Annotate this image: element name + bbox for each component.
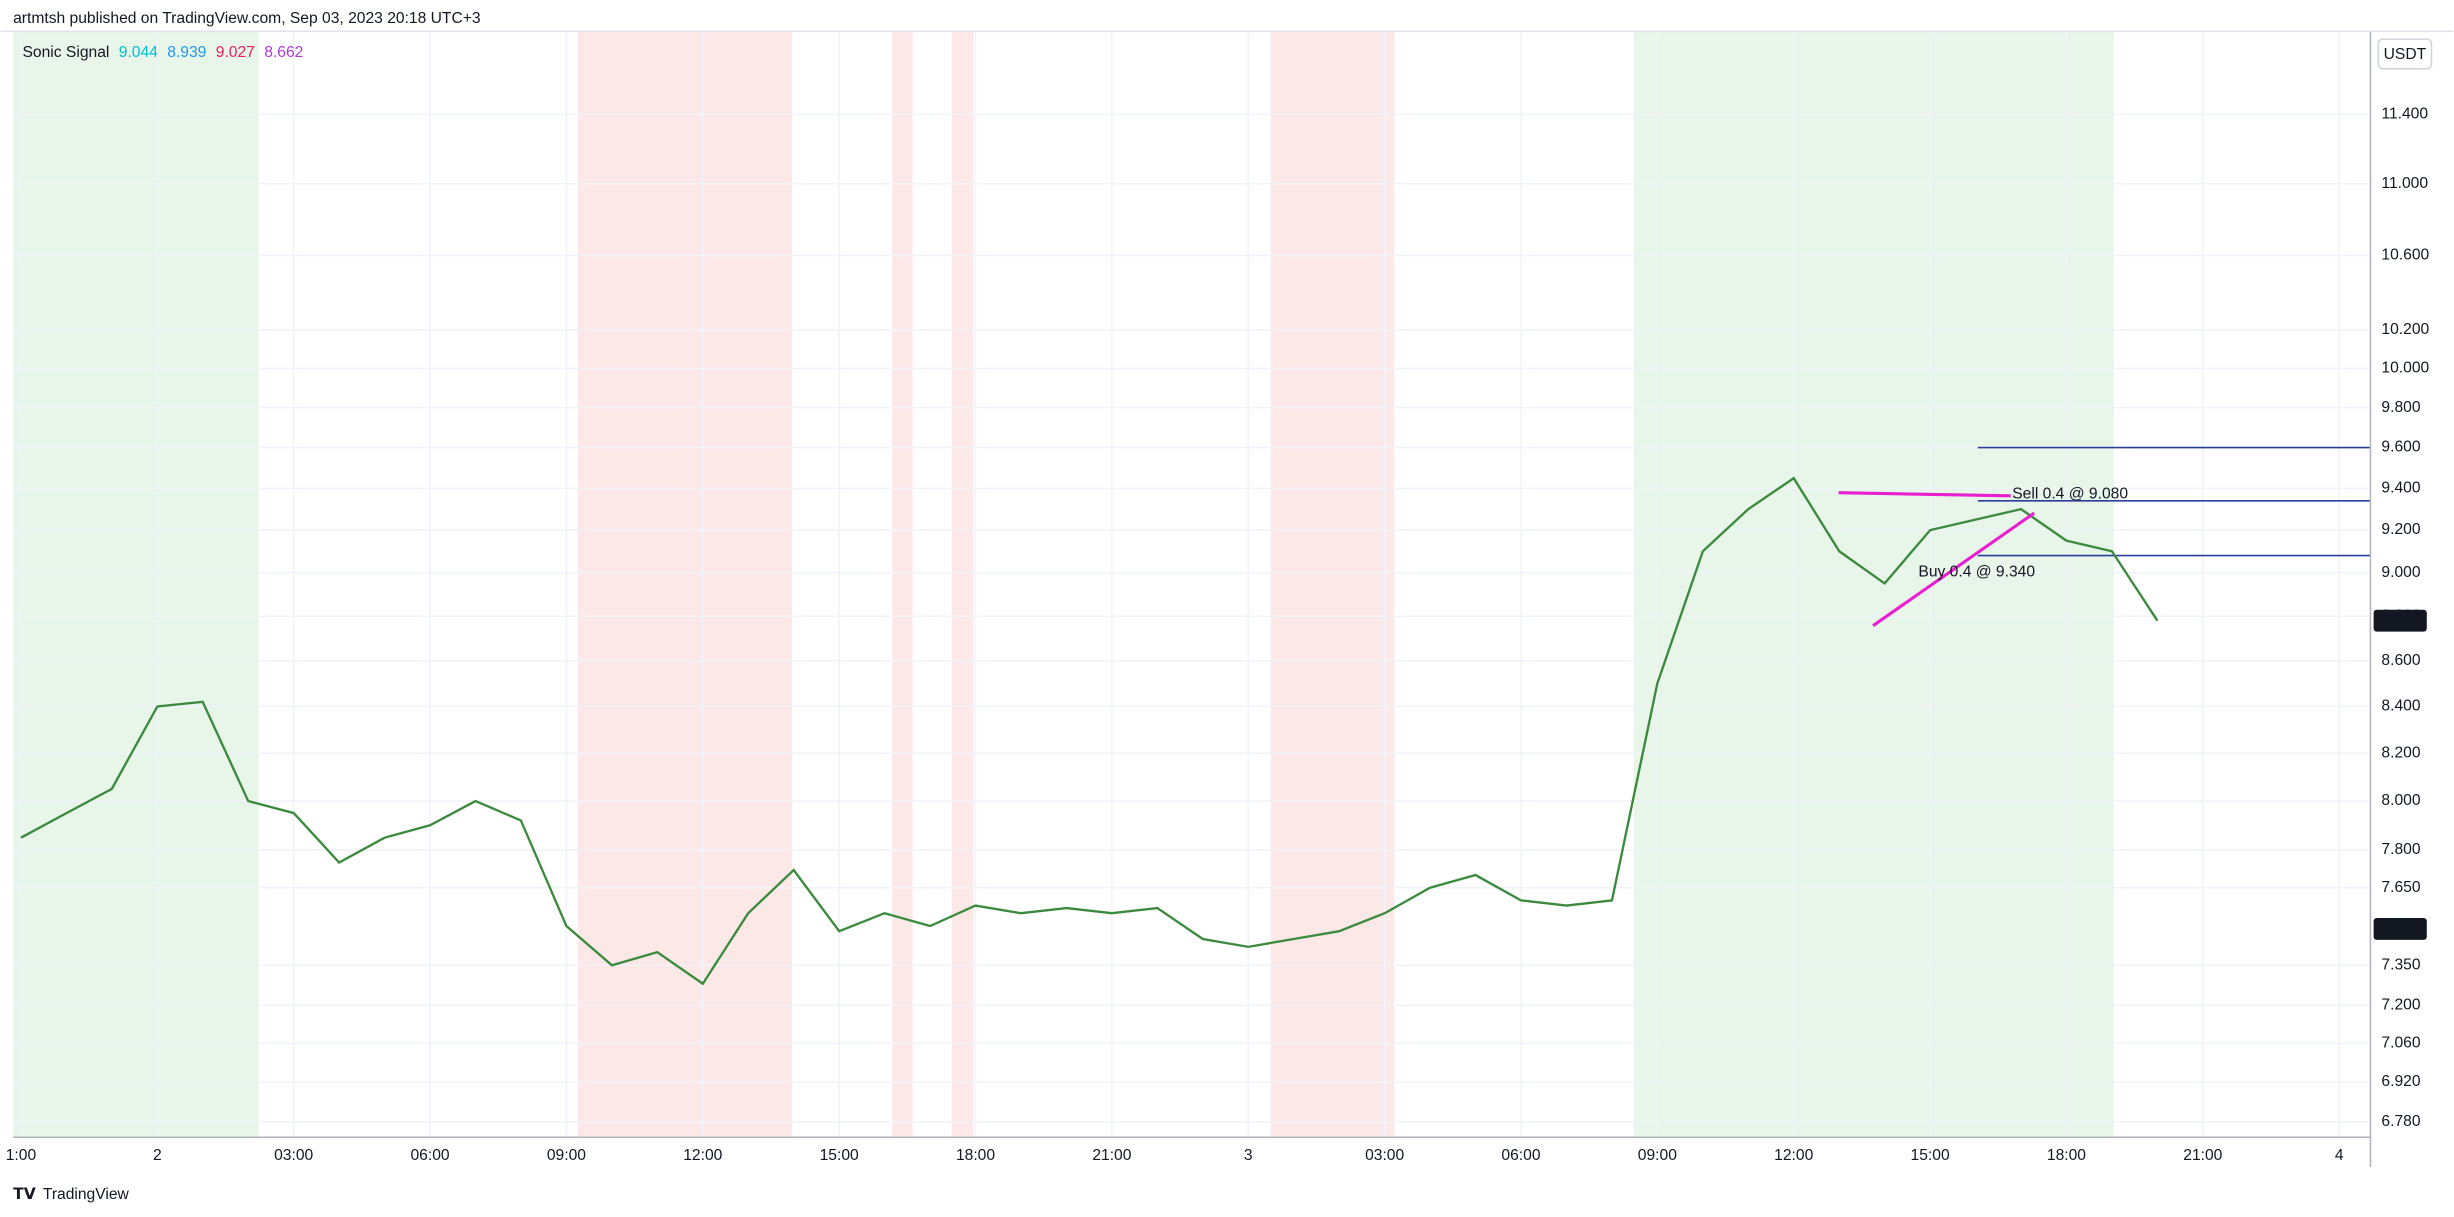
y-tick-label: 7.650 <box>2381 879 2420 896</box>
footer: TradingView <box>43 1186 130 1203</box>
session-bands <box>13 31 2114 1138</box>
legend-value: 8.939 <box>167 44 206 61</box>
x-tick-label: 09:00 <box>1638 1147 1677 1164</box>
currency: USDT <box>2384 46 2427 63</box>
annotation: Buy 0.4 @ 9.340 <box>1918 564 2035 581</box>
logo: 𝗧𝗩 <box>13 1186 37 1203</box>
x-tick-label: 3 <box>1244 1147 1253 1164</box>
band <box>577 31 793 1138</box>
annotation: Sell 0.4 @ 9.080 <box>2012 485 2128 502</box>
y-tick-label: 6.780 <box>2381 1113 2420 1130</box>
x-tick-label: 12:00 <box>683 1147 722 1164</box>
y-tick-label: 11.000 <box>2381 175 2428 192</box>
countdown-box <box>2373 609 2427 632</box>
grid <box>13 31 2371 1138</box>
y-tick-label: 9.400 <box>2381 480 2420 497</box>
x-tick-label: 2 <box>153 1147 162 1164</box>
currency-box <box>2377 38 2433 70</box>
y-tick-label: 11.400 <box>2381 106 2428 123</box>
x-tick-label: 21:00 <box>1092 1147 1131 1164</box>
legend-value: 8.662 <box>264 44 303 61</box>
y-tick-label: 9.600 <box>2381 439 2420 456</box>
x-tick-label: 15:00 <box>1911 1147 1950 1164</box>
legend: Sonic Signal 9.044 8.939 9.027 8.662 <box>23 44 304 61</box>
x-tick-label: 18:00 <box>956 1147 995 1164</box>
x-tick-label: 4 <box>2335 1147 2344 1164</box>
x-tick-label: 21:00 <box>2183 1147 2222 1164</box>
price-line <box>20 476 2159 986</box>
y-tick-label: 7.200 <box>2381 996 2420 1013</box>
legend-value: 9.027 <box>216 44 255 61</box>
x-tick-label: 03:00 <box>1365 1147 1404 1164</box>
y-tick-label: 9.000 <box>2381 564 2420 581</box>
x-tick-label: 06:00 <box>1501 1147 1540 1164</box>
y-tick-label: 8.000 <box>2381 792 2420 809</box>
trend-line <box>1872 511 2036 627</box>
price-label-box <box>2373 917 2427 940</box>
x-tick-label: 18:00 <box>2047 1147 2086 1164</box>
y-tick-label: 7.800 <box>2381 841 2420 858</box>
plot <box>20 446 2371 986</box>
legend-title: Sonic Signal <box>23 44 110 61</box>
x-tick-label: 06:00 <box>410 1147 449 1164</box>
band <box>951 31 974 1138</box>
x-tick-label: 15:00 <box>820 1147 859 1164</box>
price-label: 7.489 <box>2381 920 2420 937</box>
y-tick-label: 7.350 <box>2381 956 2420 973</box>
legend-value: 9.044 <box>119 44 158 61</box>
band <box>892 31 913 1138</box>
y-tick-label: 8.400 <box>2381 698 2420 715</box>
y-tick-label: 10.200 <box>2381 321 2429 338</box>
y-tick-label: 9.800 <box>2381 399 2420 416</box>
band <box>1633 31 2114 1138</box>
x-tick-label: 1:00 <box>6 1147 37 1164</box>
y-tick-label: 8.600 <box>2381 652 2420 669</box>
x-tick-label: 09:00 <box>547 1147 586 1164</box>
band <box>13 31 259 1138</box>
y-tick-label: 10.600 <box>2381 247 2429 264</box>
band <box>1270 31 1395 1138</box>
y-tick-label: 6.920 <box>2381 1073 2420 1090</box>
y-tick-label: 7.060 <box>2381 1034 2420 1051</box>
x-tick-label: 12:00 <box>1774 1147 1813 1164</box>
header: artmtsh published on TradingView.com, Se… <box>13 10 480 27</box>
x-tick-label: 03:00 <box>274 1147 313 1164</box>
y-tick-label: 8.200 <box>2381 744 2420 761</box>
y-tick-label: 9.200 <box>2381 521 2420 538</box>
y-tick-label: 10.000 <box>2381 360 2429 377</box>
countdown: 01:31 <box>2381 612 2420 629</box>
trend-line <box>1838 491 2011 498</box>
